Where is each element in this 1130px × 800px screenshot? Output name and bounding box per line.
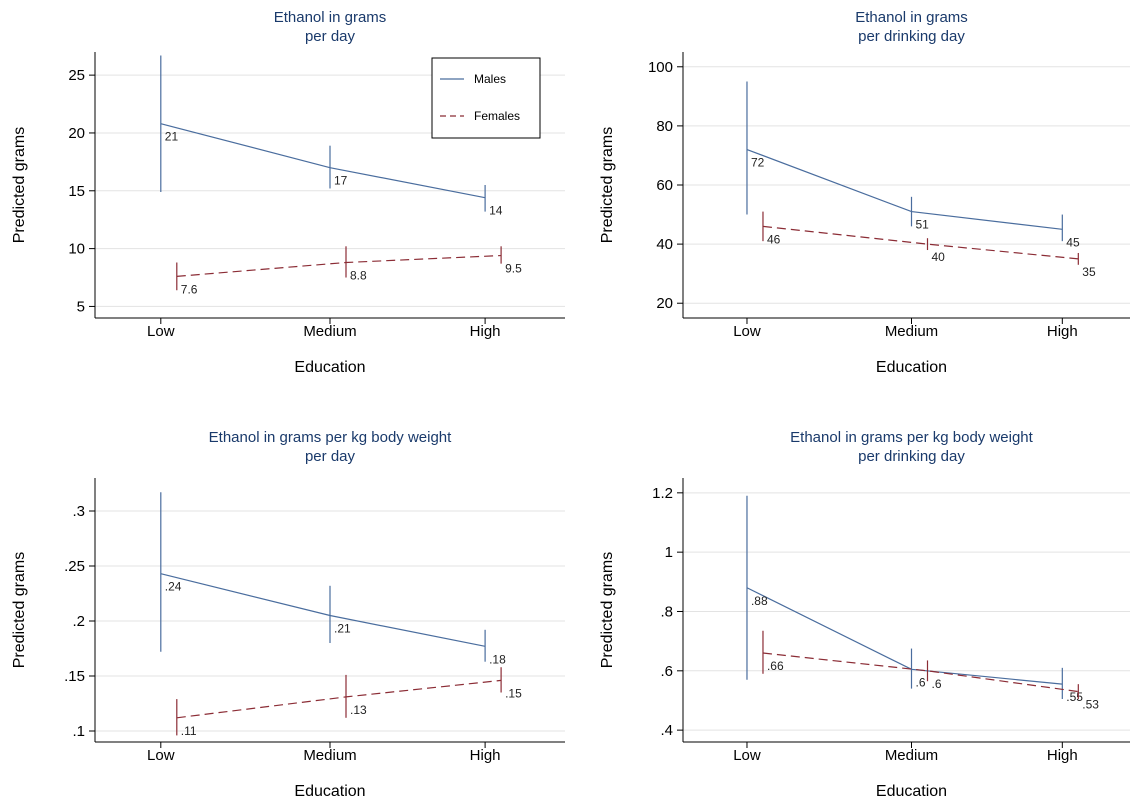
x-tick-label: High (1047, 747, 1078, 764)
data-label-males: 72 (751, 156, 765, 170)
data-label-males: 21 (165, 130, 179, 144)
chart-panel-1: Ethanol in grams per day 5 10 15 20 25 Low Mediu… (11, 9, 565, 376)
series-line-females (176, 679, 502, 719)
x-tick-label: Low (147, 323, 175, 340)
x-axis-title: Education (876, 783, 947, 800)
y-axis-title: Predicted grams (599, 552, 616, 669)
x-tick-label: Medium (885, 747, 938, 764)
y-tick-label: .6 (660, 663, 673, 680)
y-tick-label: 20 (68, 125, 85, 142)
chart-panel-2: Ethanol in grams per drinking day 20 40 60 80… (599, 9, 1130, 376)
data-label-females: .6 (932, 677, 942, 691)
y-tick-label: .4 (660, 722, 673, 739)
chart-panel-4: Ethanol in grams per kg body weight per d… (599, 429, 1130, 800)
legend: Males Females (431, 57, 541, 139)
chart-title-line: per day (305, 448, 356, 465)
data-label-females: .53 (1082, 698, 1099, 712)
x-tick-label: Medium (303, 323, 356, 340)
x-tick-label: Low (733, 323, 761, 340)
chart-title-line: per day (305, 28, 356, 45)
y-tick-label: 15 (68, 183, 85, 200)
data-label-females: 7.6 (181, 282, 198, 296)
y-tick-label: 80 (656, 118, 673, 135)
x-tick-label: High (470, 323, 501, 340)
x-tick-label: Medium (303, 747, 356, 764)
chart-title-line: Ethanol in grams (274, 9, 387, 26)
data-label-females: 8.8 (350, 268, 367, 282)
data-label-females: 46 (767, 232, 781, 246)
series-line-females (762, 225, 1079, 260)
series-line-males (746, 587, 1063, 685)
x-axis-title: Education (294, 359, 365, 376)
y-tick-label: 1.2 (652, 485, 673, 502)
legend-label-males: Males (474, 72, 506, 86)
x-axis-title: Education (876, 359, 947, 376)
data-label-males: 17 (334, 174, 348, 188)
x-tick-label: Low (733, 747, 761, 764)
legend-box (431, 57, 541, 139)
data-label-females: 40 (932, 250, 946, 264)
y-tick-label: 60 (656, 177, 673, 194)
y-tick-label: .2 (72, 613, 85, 630)
x-tick-label: High (1047, 323, 1078, 340)
y-tick-label: 1 (665, 544, 673, 561)
x-tick-label: High (470, 747, 501, 764)
y-tick-label: .3 (72, 503, 85, 520)
data-label-males: 45 (1066, 235, 1080, 249)
y-tick-label: 25 (68, 67, 85, 84)
y-tick-label: 10 (68, 241, 85, 258)
chart-title-line: per drinking day (858, 448, 965, 465)
y-tick-label: .1 (72, 723, 85, 740)
data-label-females: 35 (1082, 265, 1096, 279)
y-axis-title: Predicted grams (599, 127, 616, 244)
data-label-males: .21 (334, 622, 351, 636)
data-label-males: 14 (489, 204, 503, 218)
data-label-males: .24 (165, 580, 182, 594)
series-line-males (746, 148, 1063, 230)
chart-title-line: Ethanol in grams per kg body weight (790, 429, 1033, 446)
x-tick-label: Medium (885, 323, 938, 340)
data-label-males: .18 (489, 652, 506, 666)
chart-title-line: Ethanol in grams per kg body weight (209, 429, 452, 446)
chart-title-line: Ethanol in grams (855, 9, 968, 26)
y-tick-label: .25 (64, 558, 85, 575)
data-label-females: .66 (767, 659, 784, 673)
y-tick-label: 100 (648, 59, 673, 76)
y-axis-title: Predicted grams (11, 552, 28, 669)
data-label-males: 51 (916, 218, 930, 232)
chart-panel-3: Ethanol in grams per kg body weight per d… (11, 429, 565, 800)
x-tick-label: Low (147, 747, 175, 764)
data-label-females: 9.5 (505, 262, 522, 276)
y-tick-label: .8 (660, 603, 673, 620)
data-label-females: .13 (350, 703, 367, 717)
data-label-males: .88 (751, 594, 768, 608)
series-line-females (176, 254, 502, 277)
series-line-females (762, 652, 1079, 693)
y-tick-label: 20 (656, 295, 673, 312)
y-tick-label: 5 (77, 298, 85, 315)
y-tick-label: .15 (64, 668, 85, 685)
y-axis-title: Predicted grams (11, 127, 28, 244)
data-label-males: .6 (916, 675, 926, 689)
data-label-females: .15 (505, 686, 522, 700)
x-axis-title: Education (294, 783, 365, 800)
data-label-males: .55 (1066, 690, 1083, 704)
y-tick-label: 40 (656, 236, 673, 253)
chart-title-line: per drinking day (858, 28, 965, 45)
series-line-males (160, 573, 486, 647)
data-label-females: .11 (181, 724, 197, 738)
legend-label-females: Females (474, 109, 520, 123)
